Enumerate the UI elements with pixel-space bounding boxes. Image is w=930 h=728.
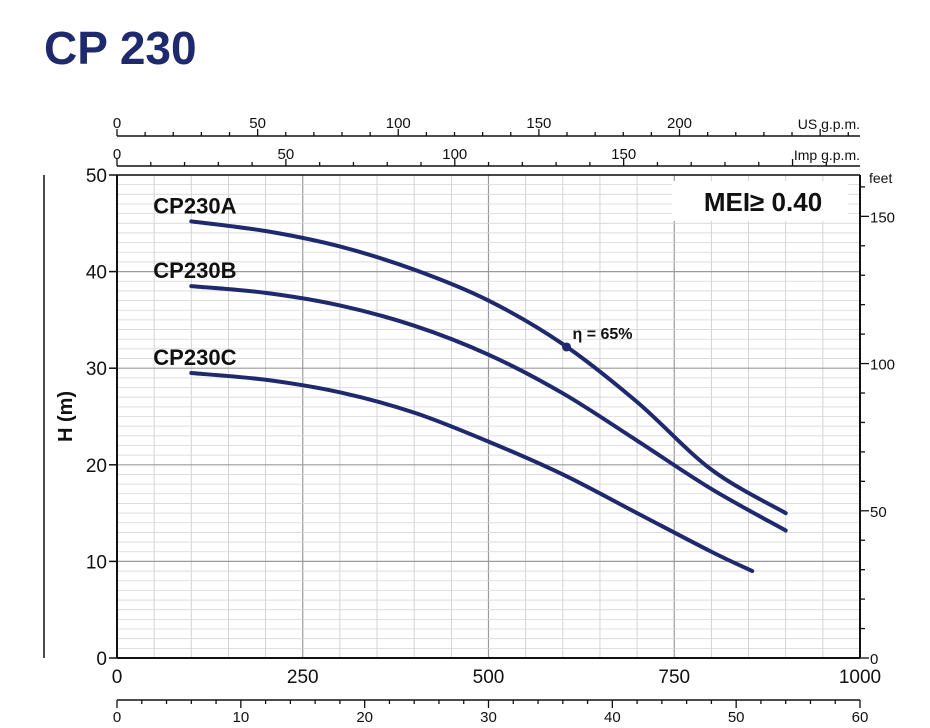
- x-secondary-tick-label: 10: [232, 709, 249, 726]
- y-tick-label: 10: [86, 552, 107, 573]
- feet-axis-label: feet: [869, 170, 892, 186]
- y-tick-label: 30: [86, 359, 107, 380]
- y-axis-label: H (m): [55, 391, 77, 442]
- us-gpm-tick-label: 0: [113, 115, 121, 132]
- y-tick-label: 50: [86, 166, 107, 187]
- feet-tick-label: 150: [870, 209, 895, 226]
- series-line-cp230b: [189, 284, 788, 533]
- x-secondary-tick-label: 0: [113, 709, 121, 726]
- y-tick-label: 40: [86, 263, 107, 284]
- x-tick-label: 750: [658, 667, 690, 688]
- efficiency-point-label: η = 65%: [573, 326, 633, 343]
- series-line-cp230c: [189, 371, 755, 574]
- efficiency-point-marker: [562, 342, 572, 352]
- series-line-cp230a: [189, 219, 788, 516]
- us-gpm-tick-label: 150: [526, 115, 551, 132]
- imp-gpm-tick-label: 150: [611, 146, 636, 163]
- y-tick-label: 20: [86, 456, 107, 477]
- us-gpm-tick-label: 200: [667, 115, 692, 132]
- us-gpm-tick-label: 100: [386, 115, 411, 132]
- us-gpm-tick-label: 50: [249, 115, 266, 132]
- us-gpm-axis-label: US g.p.m.: [798, 116, 860, 132]
- x-tick-label: 500: [473, 667, 505, 688]
- chart-title: CP 230: [44, 22, 197, 74]
- imp-gpm-tick-label: 100: [442, 146, 467, 163]
- x-secondary-tick-label: 40: [604, 709, 621, 726]
- axes: [43, 129, 869, 708]
- series-label-cp230a: CP230A: [153, 193, 236, 218]
- x-secondary-tick-label: 50: [728, 709, 745, 726]
- series-label-cp230c: CP230C: [153, 345, 236, 370]
- imp-gpm-tick-label: 0: [113, 146, 121, 163]
- x-tick-label: 1000: [839, 667, 881, 688]
- grid: [116, 174, 861, 659]
- x-secondary-tick-label: 60: [852, 709, 869, 726]
- x-secondary-tick-label: 20: [356, 709, 373, 726]
- series-label-cp230b: CP230B: [153, 258, 236, 283]
- imp-gpm-axis-label: Imp g.p.m.: [794, 147, 860, 163]
- feet-tick-label: 0: [870, 651, 878, 668]
- x-tick-label: 0: [112, 667, 123, 688]
- x-secondary-tick-label: 30: [480, 709, 497, 726]
- mei-box: [672, 181, 848, 221]
- feet-tick-label: 100: [870, 357, 895, 374]
- series-layer: [189, 219, 788, 574]
- x-tick-label: 250: [287, 667, 319, 688]
- mei-annotation: MEI≥ 0.40: [704, 187, 822, 217]
- feet-tick-label: 50: [870, 504, 887, 521]
- y-tick-label: 0: [96, 649, 107, 670]
- imp-gpm-tick-label: 50: [278, 146, 295, 163]
